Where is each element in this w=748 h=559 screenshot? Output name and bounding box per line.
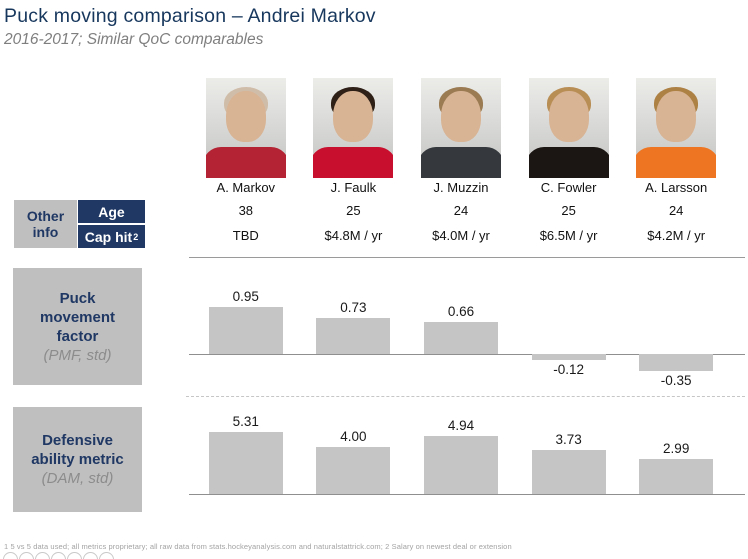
decorative-circle (67, 552, 82, 559)
dam-value-label: 2.99 (663, 441, 690, 456)
dam-value-label: 4.94 (447, 418, 475, 433)
dam-bar (531, 450, 606, 494)
section-divider-dashed-line (186, 396, 745, 397)
pmf-bar-cell: -0.35 (622, 258, 730, 398)
player-name: C. Fowler (540, 180, 597, 195)
player-name: J. Faulk (330, 180, 377, 195)
player-jersey (528, 147, 609, 178)
pmf-bar-chart: 0.95 0.73 0.66 -0.12 -0.35 (192, 258, 730, 398)
dam-bar-cell: 4.94 (407, 402, 515, 522)
age-row-header-label: Age (98, 203, 125, 220)
other-info-line2: info (32, 224, 59, 240)
age-values-row: 38 25 24 25 24 (192, 202, 730, 220)
cap-hit-row-header-label: Cap hit (84, 228, 133, 245)
dam-metric-subtitle: (DAM, std) (41, 470, 114, 487)
pmf-bar (423, 322, 498, 354)
pmf-value-label: 0.66 (447, 304, 475, 319)
player-photos-row (192, 78, 730, 178)
slide-footnote: 1 5 vs 5 data used; all metrics propriet… (4, 542, 512, 551)
pmf-value-label: 0.73 (340, 300, 367, 315)
player-head (548, 91, 589, 142)
age-row-header: Age (78, 200, 145, 223)
cap-hit-value: $4.8M / yr (324, 228, 383, 243)
decorative-circle (19, 552, 34, 559)
player-jersey (205, 147, 286, 178)
dam-bar-cell: 3.73 (515, 402, 623, 522)
player-head (333, 91, 374, 142)
player-jersey (420, 147, 501, 178)
decorative-circle (51, 552, 66, 559)
age-value: 24 (453, 203, 469, 218)
player-jersey (313, 147, 394, 178)
player-head (440, 91, 481, 142)
slide-title: Puck moving comparison – Andrei Markov (4, 5, 376, 27)
pmf-value-label: -0.35 (660, 373, 692, 388)
pmf-metric-subtitle: (PMF, std) (43, 346, 112, 364)
dam-bar (423, 436, 498, 494)
player-name: A. Markov (216, 180, 276, 195)
cap-hit-value: $4.2M / yr (647, 228, 706, 243)
age-value: 25 (346, 203, 361, 218)
player-head (225, 91, 266, 142)
dam-bar-cell: 4.00 (300, 402, 408, 522)
pmf-bar-cell: -0.12 (515, 258, 623, 398)
cap-hit-value: TBD (232, 228, 259, 243)
cap-hit-value: $6.5M / yr (539, 228, 598, 243)
dam-value-label: 3.73 (555, 432, 582, 447)
pmf-bar (208, 307, 283, 354)
player-name: A. Larsson (645, 180, 708, 195)
decorative-circle (83, 552, 98, 559)
player-photo (636, 78, 717, 178)
age-value: 25 (561, 203, 576, 218)
pmf-axis-baseline (189, 354, 745, 355)
pmf-bar-cell: 0.95 (192, 258, 300, 398)
player-names-row: A. Markov J. Faulk J. Muzzin C. Fowler A… (192, 180, 730, 196)
pmf-bar (531, 354, 606, 360)
pmf-metric-title: Puck movement factor (39, 289, 116, 345)
pmf-metric-label-box: Puck movement factor (PMF, std) (13, 268, 142, 385)
player-photo (528, 78, 609, 178)
other-info-line1: Other (26, 208, 65, 224)
dam-value-label: 5.31 (232, 414, 259, 429)
player-photo (313, 78, 394, 178)
dam-bar (316, 447, 391, 494)
player-name: J. Muzzin (433, 180, 489, 195)
cap-hit-row-header: Cap hit 2 (78, 225, 145, 248)
cap-hit-values-row: TBD $4.8M / yr $4.0M / yr $6.5M / yr $4.… (192, 227, 730, 245)
dam-metric-label-box: Defensive ability metric (DAM, std) (13, 407, 142, 512)
decorative-circle (99, 552, 114, 559)
dam-bar-chart: 5.31 4.00 4.94 3.73 2.99 (192, 402, 730, 522)
player-jersey (636, 147, 717, 178)
dam-bar (639, 459, 714, 494)
pmf-bar-cell: 0.66 (407, 258, 515, 398)
pmf-value-label: -0.12 (553, 362, 584, 377)
player-photo (420, 78, 501, 178)
separator-line-top (189, 257, 745, 258)
slide-subtitle: 2016-2017; Similar QoC comparables (4, 31, 264, 48)
pmf-bar (639, 354, 714, 371)
player-head (656, 91, 697, 142)
dam-axis-baseline (189, 494, 745, 495)
age-value: 24 (668, 203, 684, 218)
pmf-bar (316, 318, 391, 354)
dam-bar (208, 432, 283, 494)
player-photo (205, 78, 286, 178)
decorative-circle (3, 552, 18, 559)
pmf-value-label: 0.95 (232, 289, 259, 304)
dam-bar-cell: 5.31 (192, 402, 300, 522)
cap-hit-value: $4.0M / yr (432, 228, 490, 243)
other-info-rows: Age Cap hit 2 (78, 200, 145, 248)
decorative-circle (35, 552, 50, 559)
age-value: 38 (238, 203, 254, 218)
dam-value-label: 4.00 (340, 429, 367, 444)
dam-bar-cell: 2.99 (622, 402, 730, 522)
dam-metric-title: Defensive ability metric (31, 432, 124, 468)
other-info-label: Other info (14, 200, 77, 248)
pmf-bar-cell: 0.73 (300, 258, 408, 398)
